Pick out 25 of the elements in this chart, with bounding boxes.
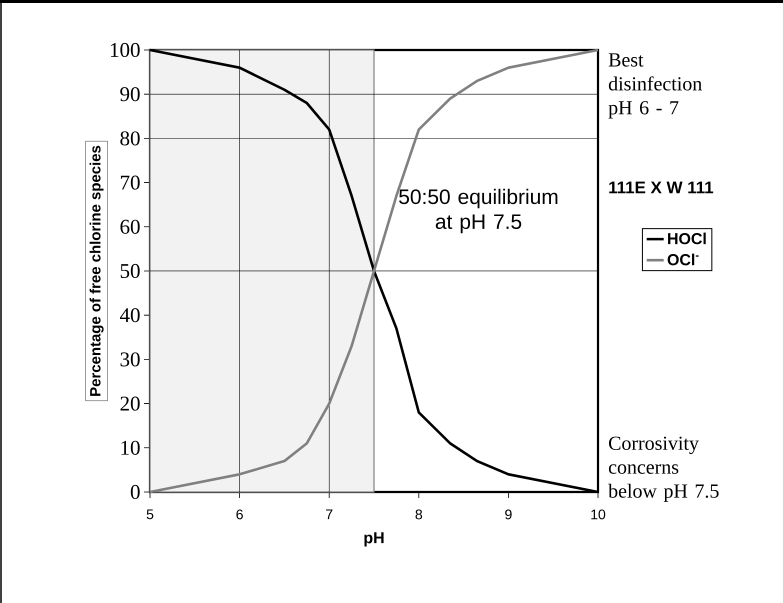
- y-tick-label: 90: [120, 87, 140, 102]
- y-axis-title: Percentage of free chlorine species: [90, 146, 104, 396]
- y-tick-label: 10: [121, 440, 140, 455]
- y-tick-label: 30: [120, 352, 140, 366]
- text: Corrosivity concerns below pH 7.5: [608, 436, 719, 502]
- text: Best disinfection pH 6 - 7: [608, 53, 702, 118]
- annotation: 50:50 equilibrium at pH 7.5: [399, 188, 558, 234]
- y-tick-label: 40: [120, 308, 140, 322]
- x-tick-label: 6: [236, 509, 243, 520]
- y-tick-label: 60: [120, 220, 140, 234]
- x-tick-label: 5: [146, 510, 154, 520]
- legend-label: OCl$^{-}$: [668, 254, 699, 266]
- x-tick-label: 7: [326, 510, 332, 520]
- y-tick-label: 70: [120, 176, 140, 190]
- y-tick-label: 100: [110, 42, 140, 58]
- y-tick-label: 20: [120, 396, 140, 411]
- x-tick-label: 10: [591, 509, 606, 520]
- text: 111E X W 111: [609, 182, 714, 194]
- legend-label: HOCl: [668, 232, 706, 244]
- y-tick-label: 0: [130, 484, 140, 500]
- x-tick-label: 8: [416, 509, 422, 520]
- x-axis-title: pH: [364, 532, 384, 546]
- x-tick-label: 9: [505, 509, 512, 520]
- y-tick-label: 80: [120, 131, 140, 146]
- y-tick-label: 50: [120, 264, 140, 278]
